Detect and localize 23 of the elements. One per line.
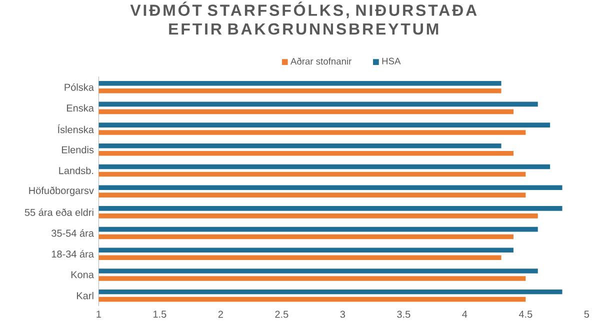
- x-tick-label: 4: [462, 310, 468, 318]
- x-tick-label: 3.5: [397, 310, 410, 318]
- y-tick-label: 55 ára eða eldri: [24, 208, 94, 216]
- x-tick-label: 4.5: [518, 310, 532, 318]
- legend-label: Aðrar stofnanir: [290, 58, 352, 65]
- y-tick-label: Kona: [71, 271, 94, 278]
- y-tick-label: Karl: [76, 292, 94, 300]
- x-tick-label: 5: [584, 310, 590, 318]
- y-tick-label: Enska: [66, 104, 94, 112]
- x-tick-label: 3: [340, 310, 346, 318]
- y-tick-label: Elendis: [62, 146, 94, 154]
- y-tick-label: 35-54 ára: [52, 229, 94, 237]
- y-tick-label: Landsb.: [59, 166, 94, 174]
- y-tick-label: Íslenska: [58, 124, 94, 134]
- x-tick-label: 1: [96, 310, 101, 318]
- y-tick-label: Höfuðborgarsv: [29, 186, 94, 196]
- x-tick-label: 1.5: [153, 310, 166, 318]
- y-tick-label: Pólska: [64, 83, 94, 91]
- chart-title: VIÐMÓT STARFSFÓLKS, NIÐURSTAÐA EFTIR BAKGRUNNSBREYTUM: [130, 2, 477, 35]
- legend-label: HSA: [382, 58, 401, 64]
- y-tick-label: 18-34 ára: [52, 250, 94, 258]
- x-tick-label: 2: [218, 310, 223, 318]
- x-tick-label: 2.5: [275, 310, 288, 318]
